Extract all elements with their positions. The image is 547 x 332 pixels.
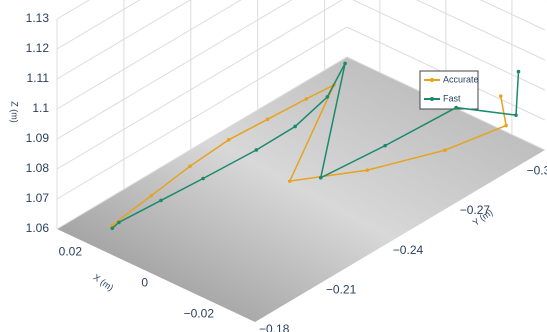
y-tick-label: −0.3: [527, 163, 547, 177]
marker: [343, 61, 347, 66]
z-tick-label: 1.07: [26, 191, 50, 205]
marker: [443, 148, 447, 152]
marker: [293, 124, 297, 129]
wall: [57, 0, 347, 229]
grid-line: [56, 26, 348, 200]
floor: [57, 57, 545, 322]
x-axis-title: X (m): [91, 272, 115, 293]
marker: [265, 117, 270, 122]
marker: [365, 168, 370, 172]
y-tick-label: −0.18: [259, 322, 290, 332]
y-tick-label: −0.21: [326, 282, 357, 296]
marker: [201, 176, 205, 181]
z-tick-label: 1.08: [26, 161, 50, 175]
z-tick-label: 1.13: [26, 11, 50, 25]
marker: [159, 198, 163, 203]
marker: [304, 97, 309, 101]
legend-label: Fast: [443, 93, 461, 103]
marker: [514, 113, 518, 117]
legend-label: Accurate: [443, 74, 479, 84]
grid-line: [56, 0, 293, 140]
marker: [325, 95, 330, 99]
z-tick-label: 1.09: [26, 131, 50, 145]
grid-line: [56, 0, 192, 80]
z-tick-label: 1.06: [26, 221, 50, 235]
marker: [117, 220, 121, 225]
z-tick-label: 1.11: [27, 71, 50, 85]
legend-box: [419, 70, 479, 110]
axes-background: [56, 0, 546, 322]
z-axis-title: Z (m): [10, 101, 20, 123]
marker: [318, 176, 323, 180]
x-tick-label: 0: [141, 276, 148, 290]
grid-line: [56, 0, 141, 50]
z-tick-label: 1.12: [26, 41, 50, 55]
marker: [288, 179, 292, 183]
marker: [110, 226, 115, 231]
x-tick-label: −0.02: [184, 307, 215, 321]
grid-line: [56, 0, 242, 110]
marker: [383, 143, 387, 148]
trajectory: [111, 83, 507, 226]
x-tick-label: 0.02: [59, 245, 83, 259]
grid-line: [56, 56, 348, 230]
marker: [149, 193, 153, 198]
y-tick-label: −0.24: [393, 243, 424, 257]
marker: [516, 69, 521, 74]
legend-marker: [430, 97, 434, 101]
legend-marker: [430, 78, 434, 82]
marker: [504, 123, 508, 128]
legend: Accurate Fast: [419, 70, 479, 110]
y-tick-label: −0.27: [460, 203, 491, 217]
marker: [254, 148, 259, 152]
marker: [454, 105, 458, 110]
z-tick-label: 1.1: [32, 101, 49, 115]
marker: [188, 164, 192, 169]
grid-line: [56, 0, 343, 170]
marker: [110, 223, 115, 228]
marker: [226, 138, 231, 142]
marker: [498, 94, 503, 98]
